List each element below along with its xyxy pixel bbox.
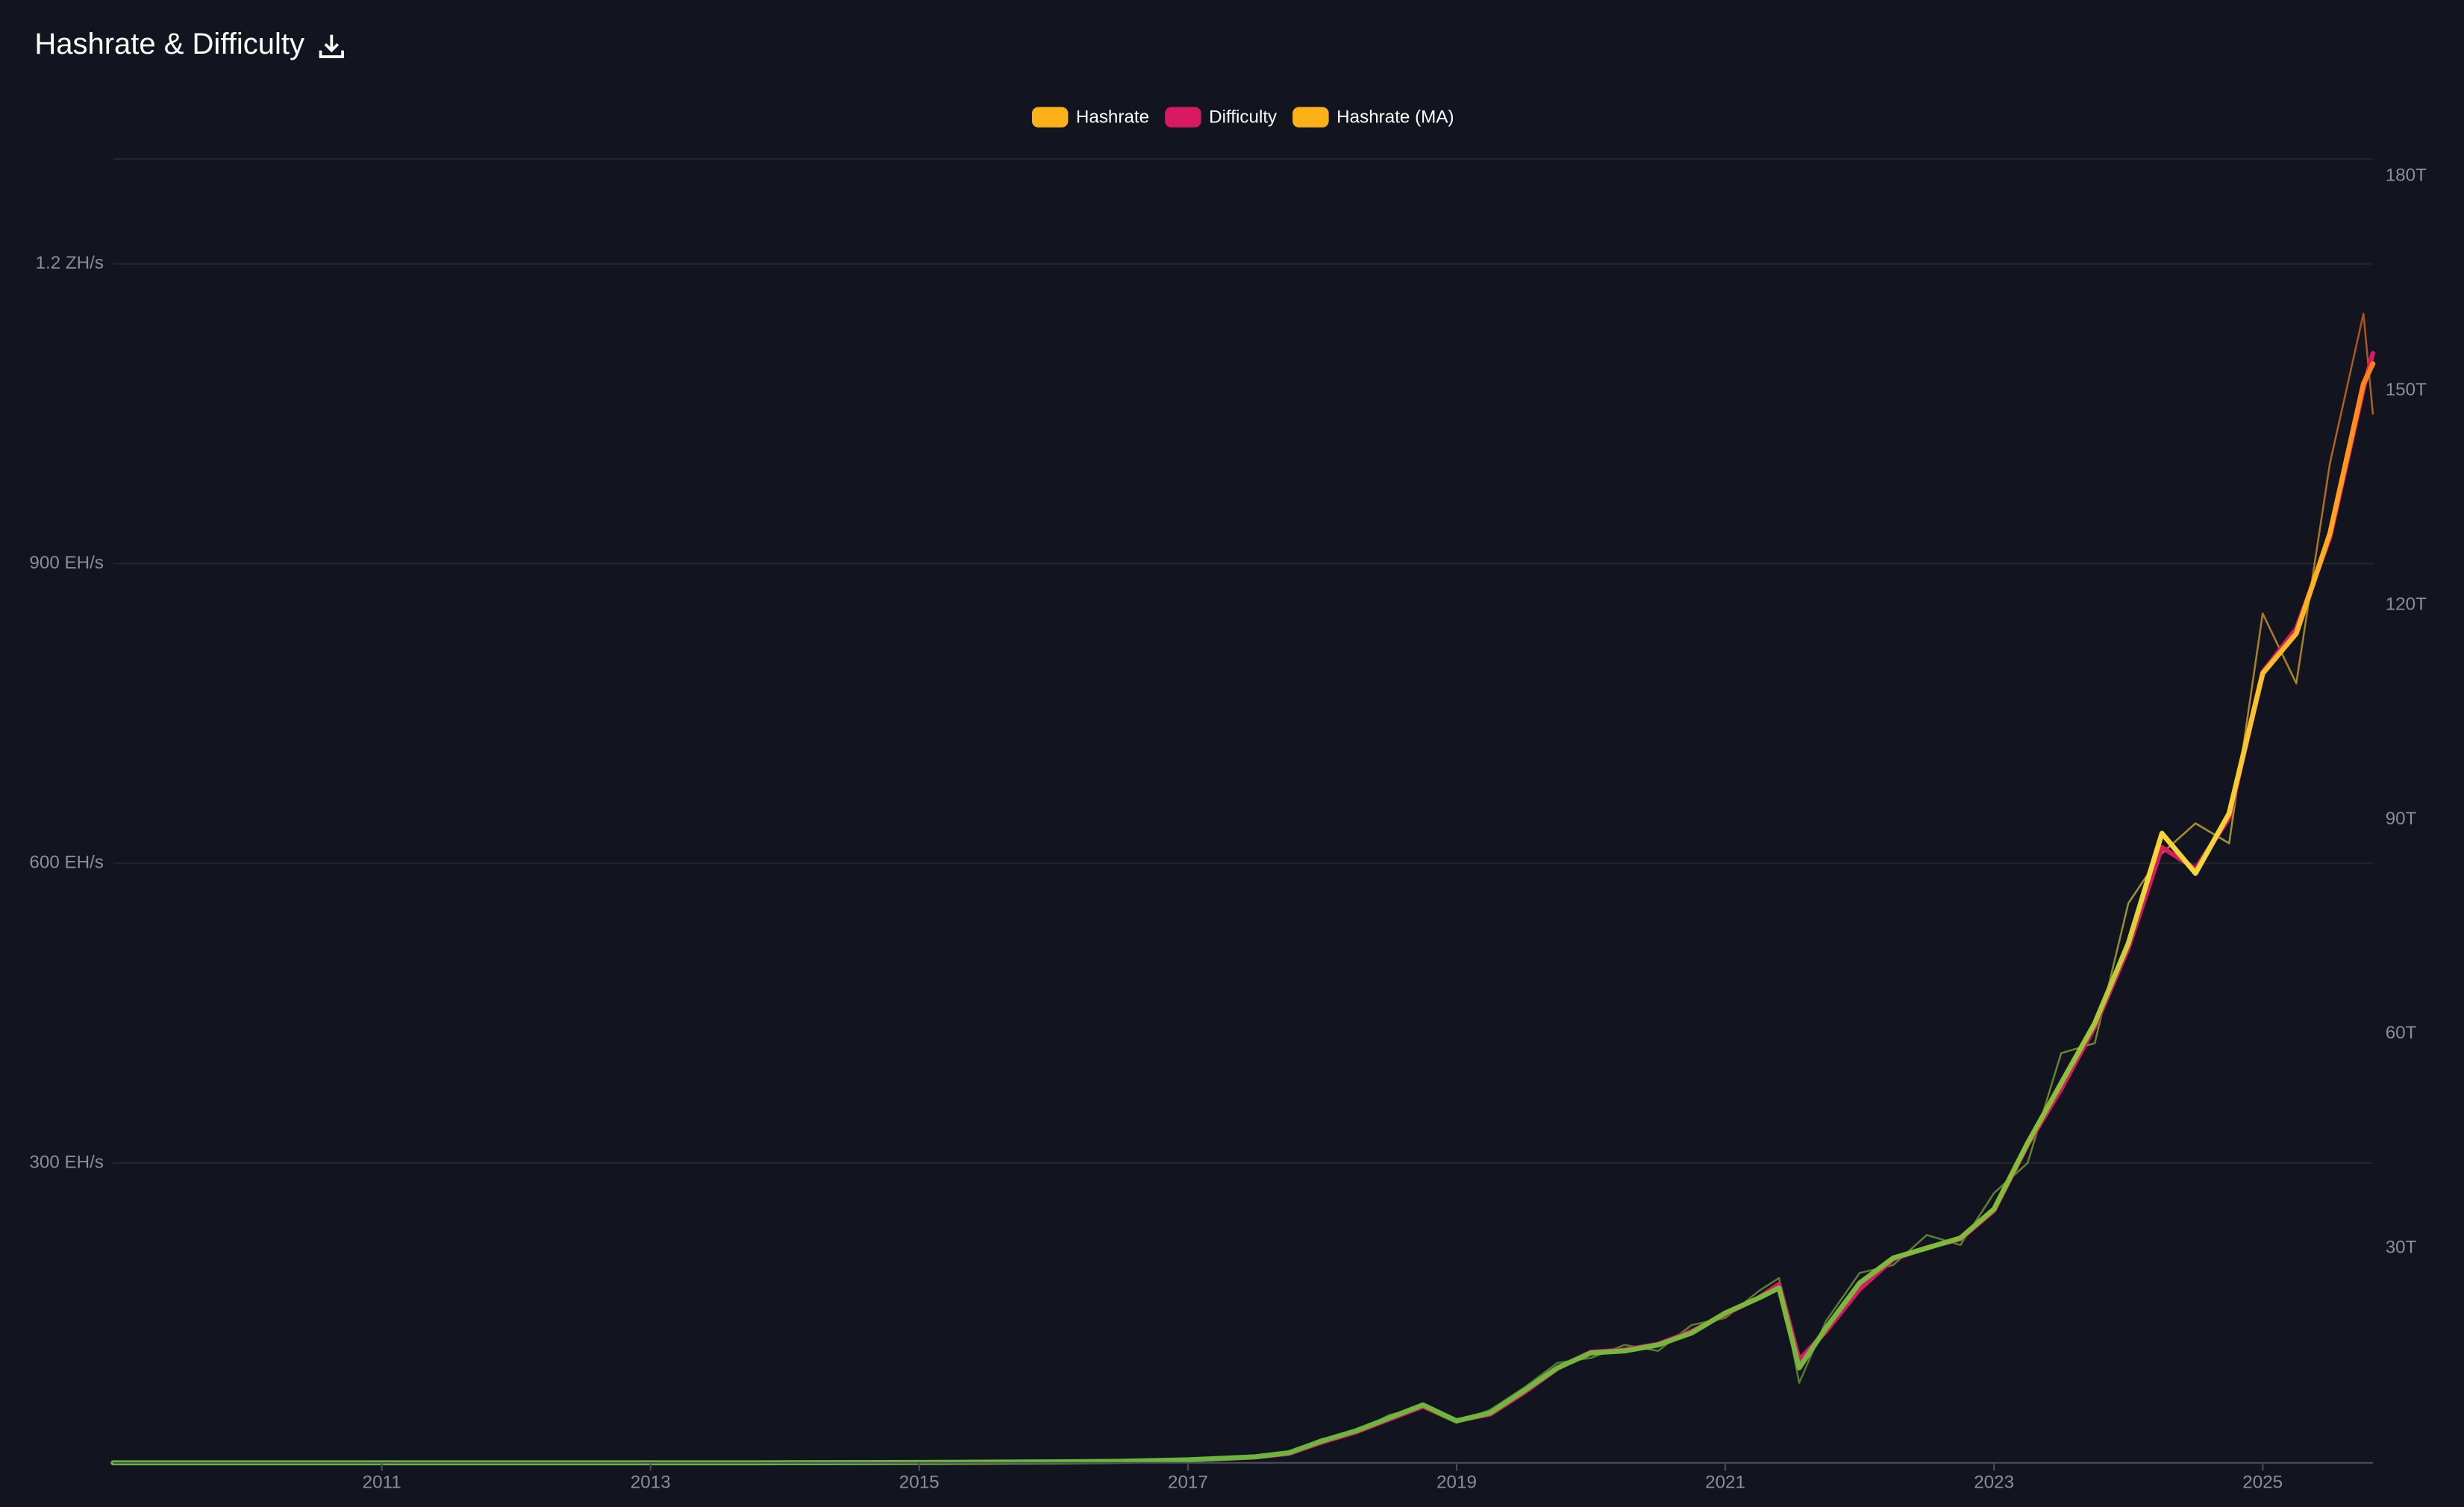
y2-tick-label: 90T [2386, 809, 2417, 829]
x-tick-label: 2025 [2242, 1473, 2283, 1493]
x-tick-label: 2015 [899, 1473, 939, 1493]
legend-label: Difficulty [1209, 107, 1278, 128]
legend-swatch [1292, 107, 1329, 128]
chart-title: Hashrate & Difficulty [34, 28, 304, 60]
x-tick-label: 2011 [363, 1473, 401, 1493]
x-tick-label: 2017 [1168, 1473, 1208, 1493]
y2-tick-label: 180T [2386, 165, 2427, 185]
legend-label: Hashrate [1076, 107, 1149, 128]
y2-tick-label: 120T [2386, 594, 2427, 614]
x-tick-label: 2019 [1436, 1473, 1477, 1493]
x-tick-label: 2013 [631, 1473, 671, 1493]
legend-item[interactable]: Hashrate [1031, 107, 1149, 128]
y-tick-label: 900 EH/s [29, 553, 104, 573]
x-tick-label: 2023 [1974, 1473, 2014, 1493]
legend-label: Hashrate (MA) [1336, 107, 1454, 128]
legend-item[interactable]: Difficulty [1165, 107, 1278, 128]
download-icon[interactable] [319, 34, 344, 58]
y-tick-label: 1.2 ZH/s [36, 253, 104, 273]
y2-tick-label: 150T [2386, 380, 2427, 400]
x-tick-label: 2021 [1705, 1473, 1745, 1493]
y-tick-label: 600 EH/s [29, 853, 104, 873]
y-tick-label: 300 EH/s [29, 1152, 104, 1172]
legend-swatch [1031, 107, 1069, 128]
series-line [110, 361, 2376, 1466]
legend-item[interactable]: Hashrate (MA) [1292, 107, 1454, 128]
y2-tick-label: 30T [2386, 1238, 2417, 1258]
legend-swatch [1165, 107, 1201, 128]
y2-tick-label: 60T [2386, 1023, 2417, 1043]
